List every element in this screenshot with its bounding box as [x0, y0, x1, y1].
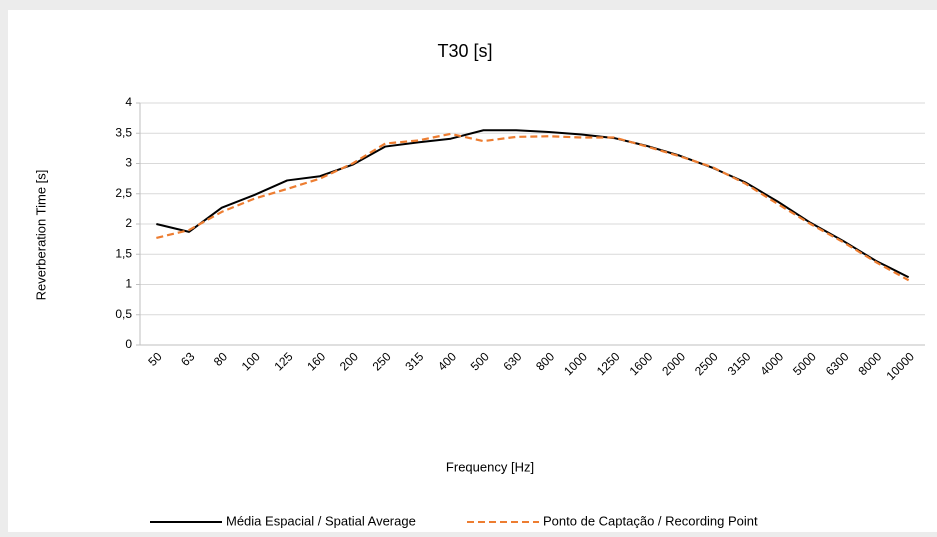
y-tick-label: 3,5 [115, 125, 132, 139]
y-tick-label: 3 [125, 156, 132, 170]
y-tick-label: 1 [125, 277, 132, 291]
chart-title: T30 [s] [437, 41, 492, 61]
y-tick-label: 4 [125, 95, 132, 109]
x-axis-label: Frequency [Hz] [446, 459, 534, 474]
chart-area [8, 10, 937, 532]
y-tick-label: 0,5 [115, 307, 132, 321]
y-tick-label: 1,5 [115, 246, 132, 260]
y-axis-label: Reverberation Time [s] [33, 170, 48, 301]
series-line [156, 132, 910, 282]
y-tick-label: 2,5 [115, 186, 132, 200]
y-tick-label: 0 [125, 337, 132, 351]
legend-label: Ponto de Captação / Recording Point [543, 513, 758, 528]
series-line [156, 129, 910, 279]
y-tick-label: 2 [125, 216, 132, 230]
legend-label: Média Espacial / Spatial Average [226, 513, 416, 528]
